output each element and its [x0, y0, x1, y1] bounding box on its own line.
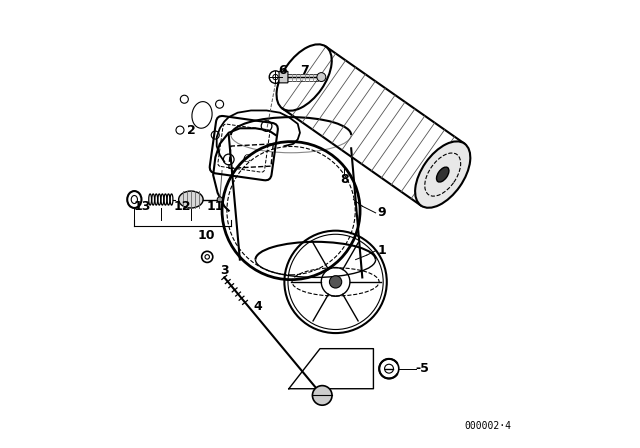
Circle shape — [312, 386, 332, 405]
Text: 1: 1 — [377, 244, 386, 257]
Text: 3: 3 — [220, 264, 228, 277]
Ellipse shape — [436, 167, 449, 182]
FancyBboxPatch shape — [279, 71, 288, 83]
Text: 4: 4 — [253, 300, 262, 313]
Text: 6: 6 — [278, 64, 287, 77]
Text: 13: 13 — [133, 200, 150, 213]
Text: 000002·4: 000002·4 — [465, 421, 511, 431]
Text: -5: -5 — [415, 362, 429, 375]
Ellipse shape — [415, 142, 470, 208]
Circle shape — [317, 73, 326, 82]
Text: 8: 8 — [340, 173, 349, 186]
Ellipse shape — [179, 191, 203, 208]
Text: 12: 12 — [173, 200, 191, 213]
Text: 9: 9 — [377, 207, 386, 220]
Circle shape — [330, 276, 342, 288]
Text: C: C — [243, 155, 251, 164]
Text: 2: 2 — [186, 124, 195, 137]
Text: 10: 10 — [198, 228, 215, 241]
Text: 7: 7 — [300, 64, 308, 77]
Circle shape — [217, 197, 223, 202]
Text: 11: 11 — [207, 200, 224, 213]
